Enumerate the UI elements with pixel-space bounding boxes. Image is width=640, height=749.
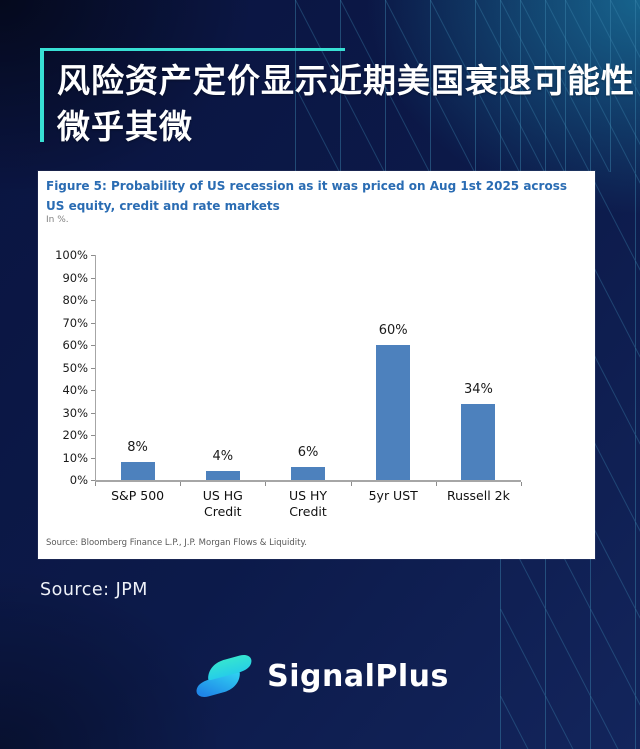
- x-axis-tick-mark: [435, 482, 437, 486]
- y-axis-tick-label: 40%: [62, 383, 88, 397]
- y-axis-tick-label: 30%: [62, 405, 88, 420]
- y-axis-tick-label: 70%: [62, 315, 88, 330]
- x-axis-tick-mark: [521, 482, 522, 486]
- y-axis-tick-label: 0%: [69, 473, 88, 487]
- bar-value-label: 8%: [127, 440, 148, 455]
- y-axis-tick-label: 90%: [62, 270, 88, 285]
- bar: [205, 471, 240, 480]
- y-axis-tick-mark: [91, 457, 95, 459]
- y-axis-tick-label: 10%: [62, 450, 88, 465]
- accent-side-line: [40, 48, 44, 142]
- bar-value-label: 34%: [463, 381, 493, 397]
- bar: [120, 462, 155, 480]
- x-axis-tick-mark: [180, 482, 182, 486]
- x-axis-category-label: S&P 500: [111, 488, 165, 503]
- x-axis-category-label: US HG Credit: [202, 488, 243, 519]
- y-axis-tick-label: 50%: [62, 360, 88, 375]
- source-label: Source: JPM: [40, 580, 148, 600]
- y-axis-tick-label: 60%: [62, 338, 88, 352]
- y-axis-line: [95, 255, 96, 480]
- y-axis-tick-mark: [91, 480, 95, 481]
- bar-value-label: 60%: [378, 323, 408, 338]
- y-axis-tick-mark: [91, 345, 95, 346]
- bar-value-label: 4%: [212, 449, 234, 464]
- y-axis-tick-label: 20%: [62, 428, 88, 442]
- bar: [376, 345, 411, 480]
- figure-card: Figure 5: Probability of US recession as…: [38, 171, 595, 559]
- hero-title-block: 风险资产定价显示近期美国衰退可能性 微乎其微: [40, 48, 635, 150]
- x-axis-category-label: 5yr UST: [368, 488, 418, 503]
- y-axis-tick-label: 100%: [55, 248, 88, 262]
- y-axis-tick-mark: [91, 277, 95, 279]
- page-title-line-1: 风险资产定价显示近期美国衰退可能性: [57, 61, 635, 100]
- y-axis-tick-mark: [91, 300, 95, 301]
- y-axis-tick-mark: [91, 255, 95, 256]
- bar: [291, 466, 325, 480]
- figure-caption: Figure 5: Probability of US recession as…: [46, 179, 567, 213]
- y-axis-tick-mark: [91, 367, 95, 369]
- y-axis-tick-mark: [91, 412, 95, 414]
- x-axis-line: [95, 480, 521, 482]
- accent-top-line: [40, 48, 345, 51]
- x-axis-tick-mark: [95, 482, 96, 486]
- bar-chart: 0% 10% 20% 30% 40% 50% 60% 70% 80% 90% 100% 8% S&P 5…: [38, 171, 595, 559]
- bar: [461, 403, 496, 480]
- x-axis-tick-mark: [265, 482, 267, 486]
- page-title: 风险资产定价显示近期美国衰退可能性 微乎其微: [40, 48, 635, 150]
- x-axis-tick-mark: [350, 482, 352, 486]
- bar-value-label: 6%: [297, 444, 319, 460]
- x-axis-category-label: Russell 2k: [446, 488, 510, 503]
- brand-footer: SignalPlus: [0, 646, 640, 706]
- x-axis-category-label: US HY Credit: [288, 488, 328, 519]
- brand-name: SignalPlus: [267, 658, 449, 694]
- y-axis-tick-mark: [91, 435, 95, 436]
- y-axis-tick-mark: [91, 322, 95, 324]
- figure-source: Source: Bloomberg Finance L.P., J.P. Mor…: [46, 538, 307, 548]
- y-axis-tick-mark: [91, 390, 95, 391]
- signalplus-wave-logo-icon: [196, 655, 252, 697]
- page-title-line-2: 微乎其微: [57, 107, 193, 146]
- figure-unit-label: In %.: [46, 215, 69, 225]
- y-axis-tick-label: 80%: [62, 293, 88, 307]
